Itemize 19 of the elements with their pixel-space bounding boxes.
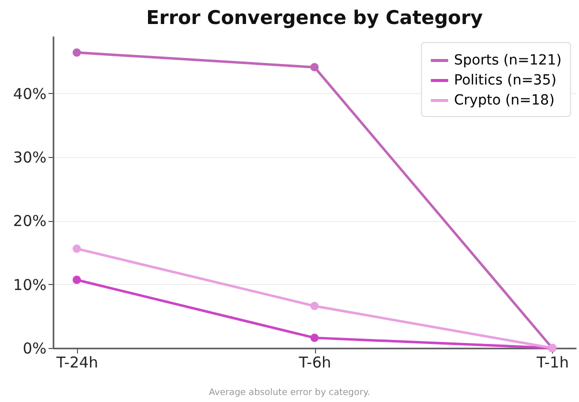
point [310,334,319,342]
legend-label: Sports (n=121) [454,52,562,68]
x-tick-label: T-6h [298,354,332,372]
legend-label: Crypto (n=18) [454,92,555,108]
point [72,244,81,253]
point [310,302,319,310]
point [72,276,81,284]
point [72,48,81,57]
x-tick-label: T-24h [55,354,98,372]
point [310,63,319,72]
y-tick-label: 20% [13,212,46,230]
y-tick-label: 0% [22,340,46,358]
y-tick-label: 30% [13,148,46,166]
text: Average absolute error by category. [208,388,372,398]
x-tick-label: T-1h [536,354,569,372]
legend-label: Politics (n=35) [454,72,556,88]
y-tick-label: 40% [13,84,46,103]
chart-title: Error Convergence by Category [146,7,484,29]
y-tick-label: 10% [13,276,46,294]
